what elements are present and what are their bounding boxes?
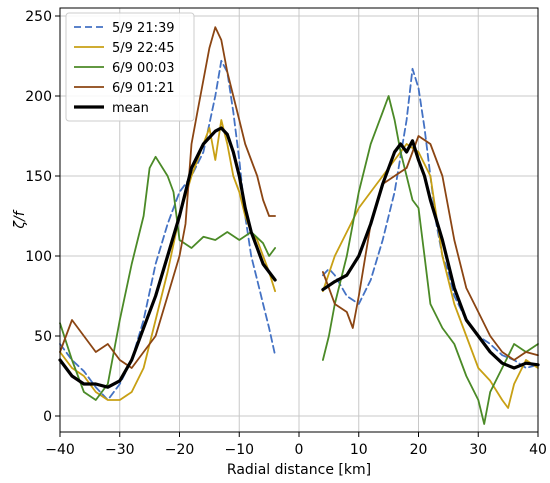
- series-line: [59, 155, 277, 401]
- axis-ticks: −40 −30 −20 −10 0 10 20 30 40 0 50 100 150 200 250: [25, 9, 547, 458]
- x-tick-label: 10: [350, 442, 368, 458]
- legend-label: 6/9 00:03: [112, 61, 175, 76]
- y-tick-label: 50: [34, 329, 52, 345]
- series-line: [321, 135, 539, 361]
- y-tick-label: 0: [43, 409, 52, 425]
- legend-label: 5/9 22:45: [112, 41, 175, 56]
- legend: 5/9 21:39 5/9 22:45 6/9 00:03 6/9 01:21 mean: [65, 12, 195, 122]
- series-line: [58, 126, 277, 389]
- y-tick-label: 250: [25, 9, 52, 25]
- x-axis-label: Radial distance [km]: [227, 462, 371, 478]
- legend-label: 5/9 21:39: [112, 21, 175, 36]
- series-line: [59, 26, 277, 369]
- y-tick-label: 200: [25, 89, 52, 105]
- series-3: [59, 26, 539, 369]
- x-tick-label: −40: [45, 442, 75, 458]
- legend-label: 6/9 01:21: [112, 81, 175, 96]
- x-tick-label: 40: [529, 442, 547, 458]
- legend-box: [65, 12, 195, 122]
- x-tick-label: 30: [469, 442, 487, 458]
- x-tick-label: −10: [224, 442, 254, 458]
- series-2: [59, 95, 539, 425]
- series-4: [58, 126, 540, 389]
- series-lines: [58, 26, 540, 425]
- y-axis-label: ζ/f: [12, 209, 28, 229]
- y-tick-label: 150: [25, 169, 52, 185]
- legend-label: mean: [112, 101, 149, 116]
- x-tick-label: −20: [165, 442, 195, 458]
- series-line: [321, 67, 539, 369]
- series-line: [321, 95, 539, 425]
- series-line: [321, 139, 540, 370]
- y-tick-label: 100: [25, 249, 52, 265]
- x-tick-label: 0: [295, 442, 304, 458]
- x-tick-label: 20: [410, 442, 428, 458]
- x-tick-label: −30: [105, 442, 135, 458]
